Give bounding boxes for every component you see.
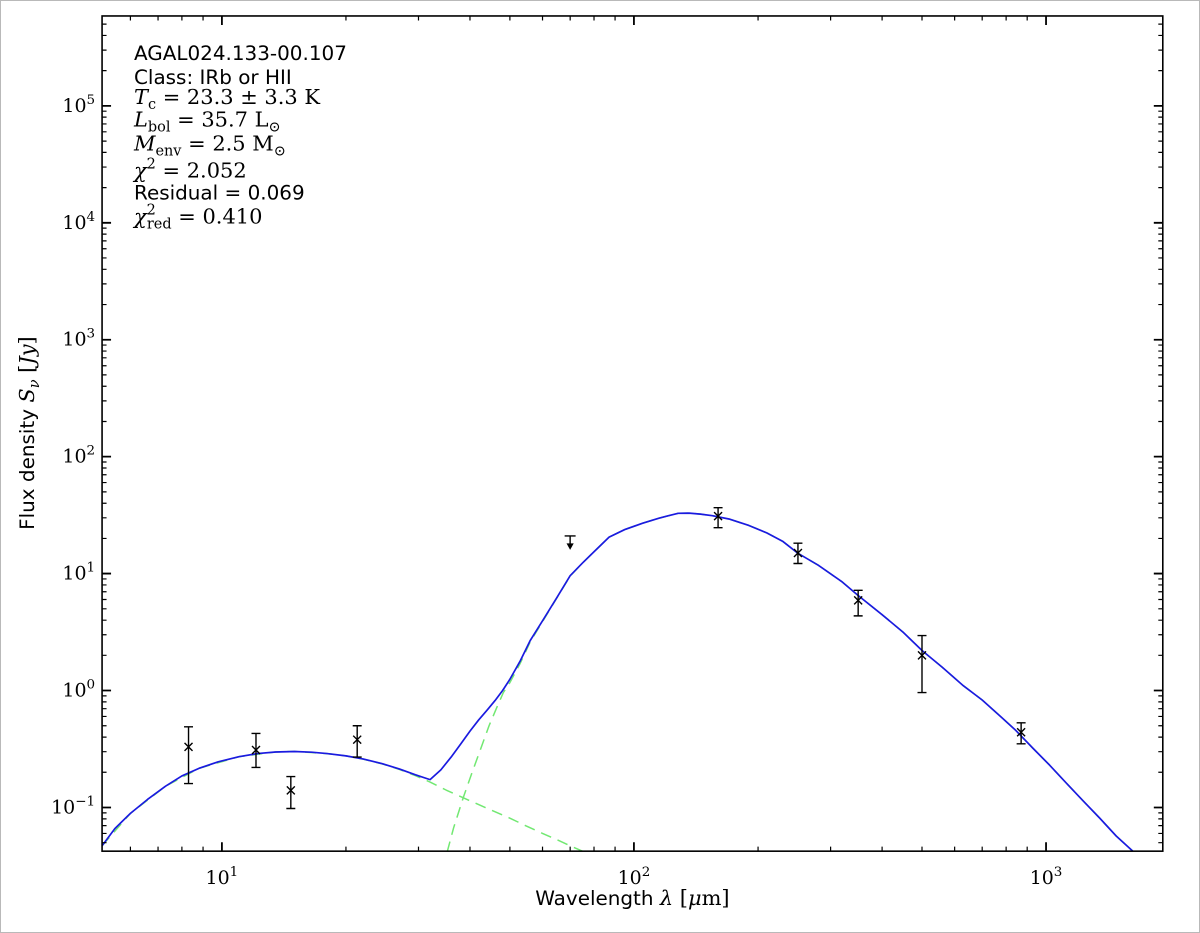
annotation-line: Menv = 2.5 M⊙ <box>133 132 286 160</box>
x-marker <box>713 511 723 521</box>
component-warm-curve <box>102 750 585 852</box>
y-axis-title: Flux density Sν [Jy] <box>15 336 43 530</box>
x-marker <box>352 735 362 745</box>
curves-layer <box>102 512 1135 852</box>
x-marker <box>251 745 261 755</box>
x-marker <box>853 595 863 605</box>
x-marker <box>917 650 927 660</box>
annotation-line: Class: IRb or HII <box>134 65 292 89</box>
y-tick-label: 100 <box>62 677 95 702</box>
x-marker <box>1016 727 1026 737</box>
minor-ticks <box>102 15 1163 852</box>
plot-frame <box>101 15 1164 852</box>
error-bar <box>917 634 927 694</box>
y-tick-label: 104 <box>62 209 95 234</box>
x-axis-title: Wavelength λ [μm] <box>535 886 729 910</box>
data-point <box>1016 722 1026 745</box>
model-total-curve <box>102 512 1135 852</box>
error-bar <box>1016 722 1026 745</box>
y-tick-label: 10−1 <box>51 793 95 818</box>
error-bar <box>286 775 296 810</box>
data-point <box>184 726 194 785</box>
data-point <box>853 589 863 617</box>
data-point <box>713 507 723 529</box>
y-tick-label: 103 <box>62 326 95 351</box>
major-ticks <box>102 15 1163 852</box>
y-tick-label: 102 <box>62 443 95 468</box>
error-bar <box>184 726 194 785</box>
error-bar <box>713 507 723 529</box>
error-bar <box>352 725 362 758</box>
x-marker <box>793 548 803 558</box>
x-marker <box>286 785 296 795</box>
y-tick-label: 101 <box>62 560 95 585</box>
annotation-line: χ2 red = 0.410 <box>132 203 262 233</box>
data-point <box>917 634 927 694</box>
data-points-layer <box>184 507 1026 810</box>
y-tick-label: 105 <box>62 92 95 117</box>
data-point <box>251 732 261 769</box>
x-marker <box>184 742 194 752</box>
x-tick-label: 102 <box>618 864 651 889</box>
x-tick-label: 101 <box>206 864 239 889</box>
upper-limit-bar <box>564 535 576 545</box>
annotation-line: χ2 = 2.052 <box>132 157 247 183</box>
data-point <box>793 542 803 565</box>
upper-limit-marker <box>564 535 576 550</box>
component-cold-curve <box>446 512 1134 852</box>
annotation-line: AGAL024.133-00.107 <box>134 41 347 65</box>
down-arrow-icon <box>566 543 574 550</box>
data-point <box>352 725 362 758</box>
annotation-line: Residual = 0.069 <box>134 181 305 205</box>
annotation-line: Lbol = 35.7 L⊙ <box>133 108 281 136</box>
annotation-line: Tc = 23.3 ± 3.3 K <box>134 85 320 113</box>
data-point <box>286 775 296 810</box>
x-tick-label: 103 <box>1030 864 1063 889</box>
error-bar <box>853 589 863 617</box>
